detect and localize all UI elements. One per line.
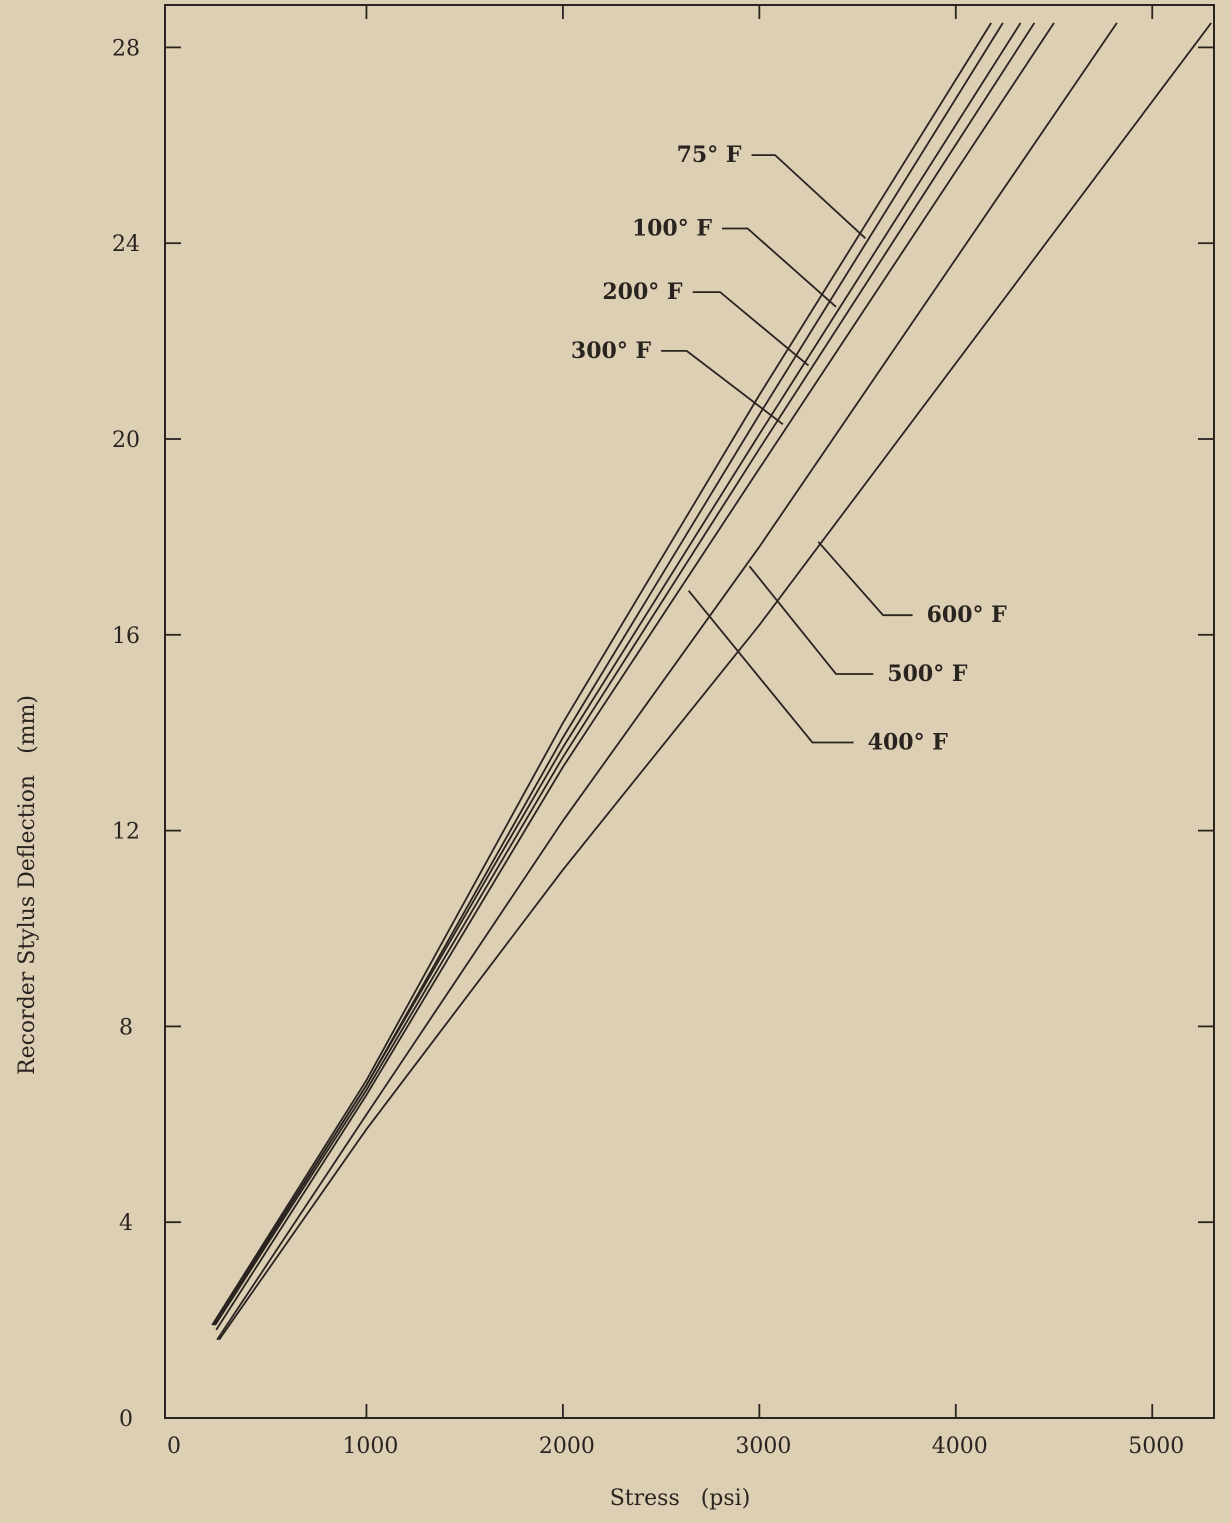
series-annotation-label: 400° F bbox=[868, 729, 949, 755]
x-tick-label: 0 bbox=[167, 1434, 181, 1459]
series-annotation-label: 600° F bbox=[927, 602, 1008, 628]
series-annotation-label: 300° F bbox=[571, 338, 652, 364]
y-tick-label: 8 bbox=[119, 1015, 133, 1040]
plot-frame bbox=[164, 4, 1215, 1419]
series-line bbox=[216, 22, 1118, 1341]
ticks-group bbox=[165, 5, 1214, 1418]
annotation-leader bbox=[748, 565, 874, 675]
y-tick-label: 12 bbox=[112, 820, 140, 845]
series-annotation-label: 100° F bbox=[632, 216, 713, 242]
annotation-leader bbox=[817, 541, 913, 617]
labels-group: 0 1000 2000 3000 4000 5000 0 4 8 12 16 20 24 28 75° F 1… bbox=[112, 36, 1184, 1459]
series-line bbox=[215, 22, 1055, 1331]
x-tick-label: 2000 bbox=[539, 1434, 595, 1459]
plot-frame-group bbox=[164, 4, 1215, 1419]
series-line bbox=[213, 22, 1022, 1326]
x-tick-label: 4000 bbox=[932, 1434, 988, 1459]
annotation-leader bbox=[661, 349, 784, 426]
annotation-leader bbox=[692, 291, 810, 367]
series-line bbox=[218, 22, 1212, 1341]
y-tick-label: 16 bbox=[112, 624, 140, 649]
series-line bbox=[214, 22, 1036, 1326]
y-axis-title: Recorder Stylus Deflection (mm) bbox=[15, 695, 40, 1075]
series-annotation-label: 200° F bbox=[602, 279, 683, 305]
y-tick-label: 0 bbox=[119, 1407, 133, 1432]
series-group bbox=[211, 22, 1212, 1341]
annotation-leader bbox=[687, 590, 854, 744]
x-tick-label: 5000 bbox=[1128, 1434, 1184, 1459]
annotation-leader bbox=[751, 154, 867, 239]
y-tick-label: 28 bbox=[112, 36, 140, 61]
y-tick-label: 24 bbox=[112, 232, 140, 257]
series-annotation-label: 75° F bbox=[677, 142, 742, 168]
x-tick-label: 3000 bbox=[735, 1434, 791, 1459]
y-tick-label: 20 bbox=[112, 428, 140, 453]
x-axis-title: Stress (psi) bbox=[610, 1486, 751, 1511]
y-tick-label: 4 bbox=[119, 1211, 133, 1236]
series-line bbox=[211, 22, 992, 1326]
series-annotation-label: 500° F bbox=[887, 661, 968, 687]
annotation-leader bbox=[722, 227, 837, 308]
x-tick-label: 1000 bbox=[342, 1434, 398, 1459]
annotation-leaders-group bbox=[661, 154, 913, 744]
